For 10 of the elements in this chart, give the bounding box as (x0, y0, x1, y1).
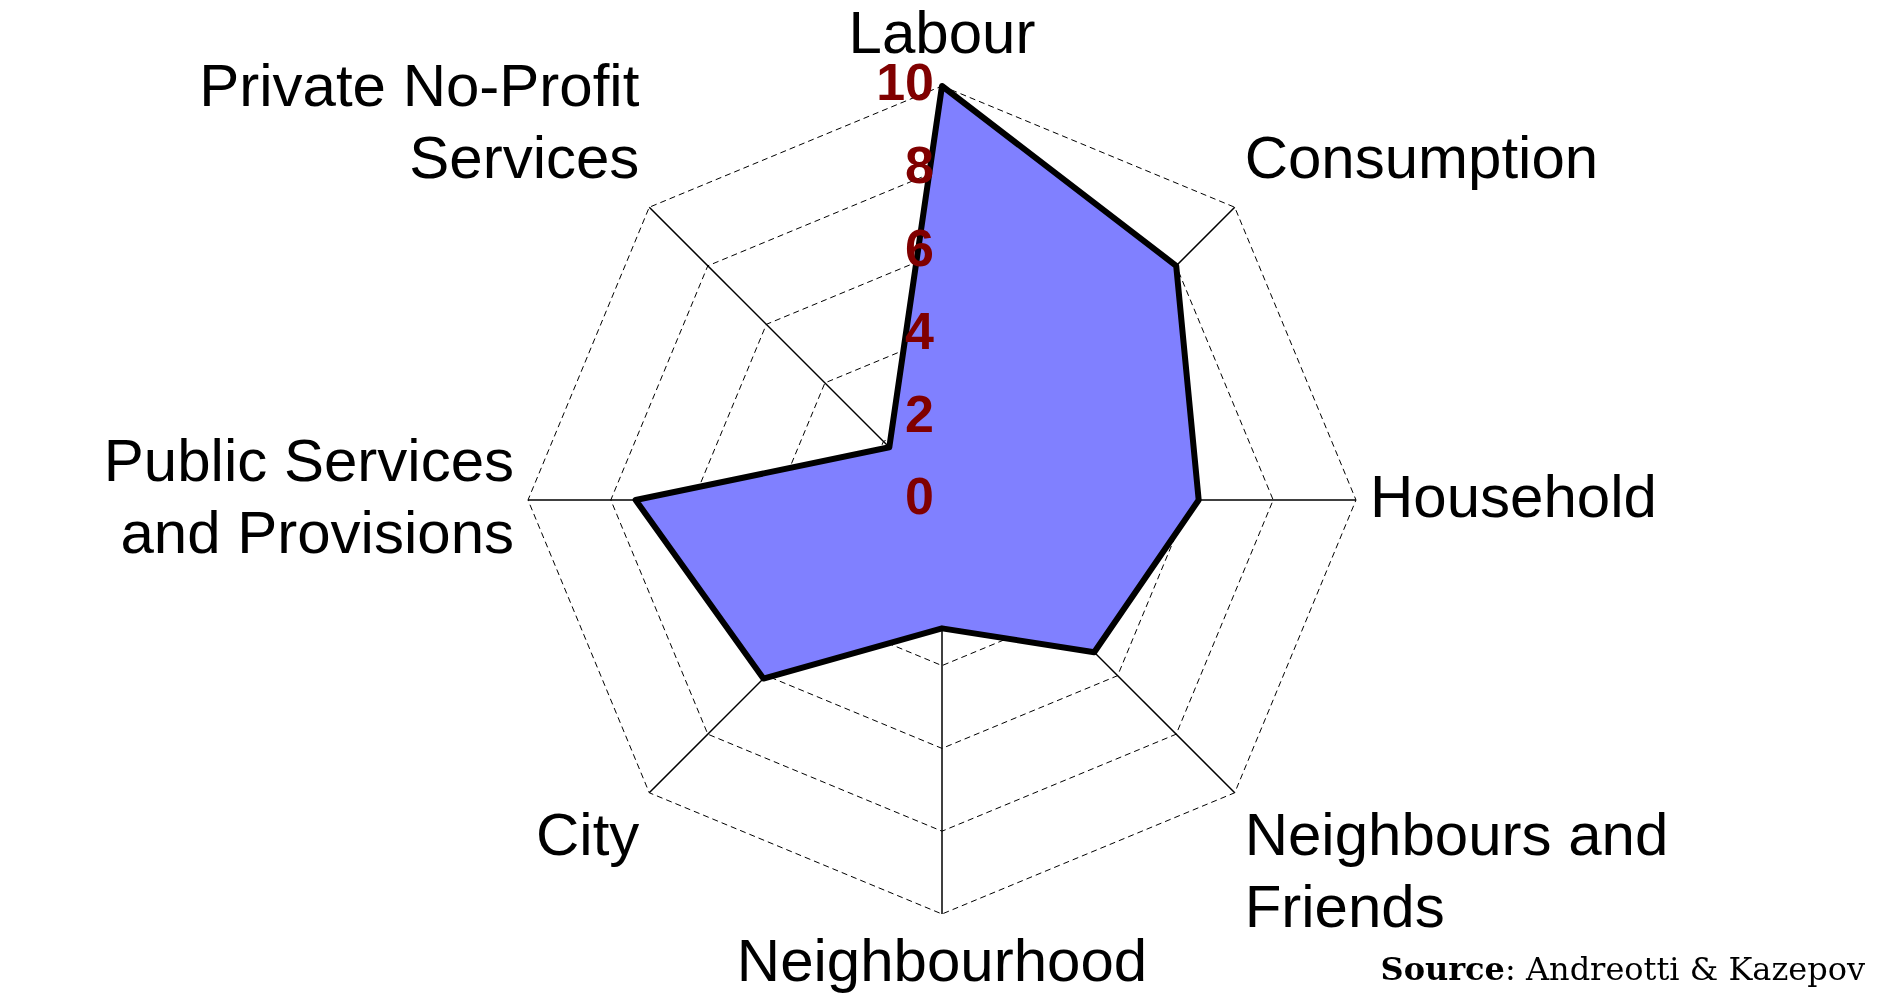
spoke-label: Public Services and Provisions (103, 426, 514, 566)
spoke-label: Neighbourhood (736, 926, 1148, 994)
spoke-label: City (536, 801, 640, 869)
spoke-label: Household (1370, 462, 1657, 530)
text: Source: Andreotti & Kazepov (1380, 950, 1865, 988)
spoke-label: Private No-Profit Services (199, 51, 640, 191)
spoke-label: Consumption (1244, 123, 1599, 191)
spoke-label: Neighbours and Friends (1244, 801, 1669, 941)
y-tick-label: 2 (905, 384, 934, 443)
y-tick-label: 0 (905, 467, 934, 526)
